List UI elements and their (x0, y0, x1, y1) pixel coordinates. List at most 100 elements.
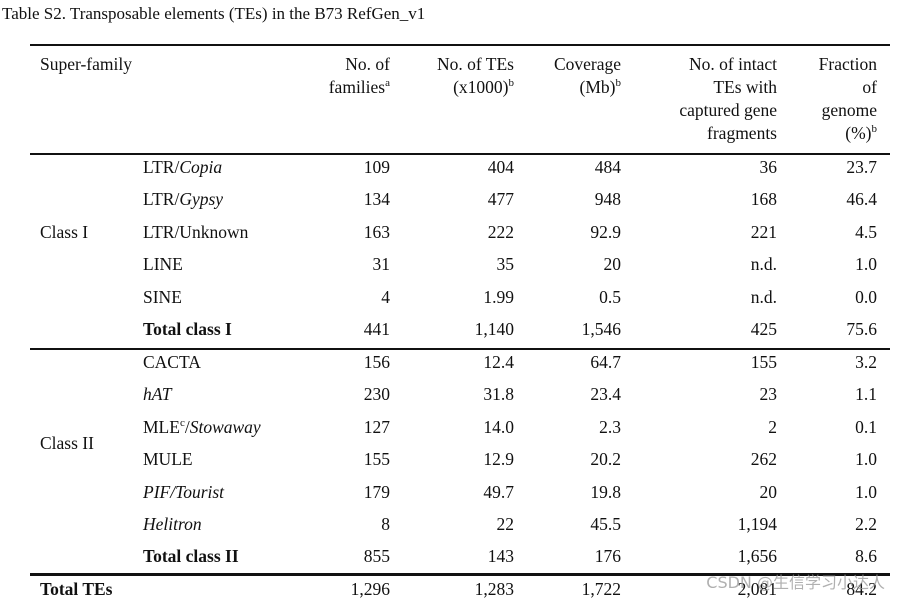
header-line: No. of (345, 54, 390, 74)
header-text: genome (821, 100, 877, 120)
cell: 31 (372, 254, 391, 275)
cell: 1.0 (855, 254, 877, 275)
header-line: (Mb)b (580, 77, 621, 97)
cell: 1,296 (350, 579, 390, 599)
group-rule (30, 348, 890, 350)
cell: 14.0 (483, 416, 514, 437)
cell: 20.2 (590, 449, 621, 470)
label-part: / (184, 416, 190, 437)
row-label: LINE (143, 254, 183, 274)
cell: 19.8 (590, 481, 621, 502)
cell: 1.0 (855, 449, 877, 470)
cell: 2 (768, 416, 777, 437)
row-label: MULE (143, 449, 193, 469)
header-line: No. of intact (689, 54, 777, 74)
cell: 20 (759, 481, 778, 502)
header-text: No. of intact (689, 54, 777, 74)
cell: 156 (363, 352, 390, 372)
cell: 222 (487, 221, 514, 242)
cell: 262 (750, 449, 777, 470)
header-line: of (862, 77, 877, 97)
label-part: LINE (143, 254, 183, 275)
cell: 0.0 (855, 286, 877, 307)
header-line: (x1000)b (453, 77, 514, 97)
header-text: of (862, 77, 877, 97)
row-label: Total class II (143, 546, 239, 566)
header-cell: Super-family (40, 54, 132, 74)
label-part: Gypsy (179, 189, 224, 210)
row-label: PIF/Tourist (143, 482, 224, 502)
header-line: No. of TEs (437, 54, 514, 74)
cell: 0.1 (855, 416, 877, 437)
cell: 92.9 (590, 221, 621, 242)
cell: 179 (363, 481, 390, 502)
cell: 127 (363, 416, 390, 437)
row-label: CACTA (143, 352, 201, 372)
cell: 109 (363, 157, 390, 177)
label-part: MULE (143, 449, 193, 470)
cell: 45.5 (590, 514, 621, 534)
cell: 35 (496, 254, 515, 275)
cell: 4 (381, 286, 390, 307)
cell: 168 (750, 189, 777, 210)
label-part: LTR/ (143, 189, 180, 210)
header-rule (30, 153, 890, 155)
cell: 221 (750, 221, 777, 242)
header-text: No. of TEs (437, 54, 514, 74)
cell: 477 (487, 189, 514, 210)
cell: 0.5 (599, 286, 621, 307)
cell: 143 (487, 546, 514, 567)
cell: 2.3 (599, 416, 621, 437)
cell: 84.2 (846, 579, 877, 599)
cell: 155 (363, 449, 390, 470)
header-line: Fraction (819, 54, 877, 74)
cell: 155 (750, 352, 777, 372)
footnote-mark: a (385, 77, 390, 89)
cell: 1.0 (855, 481, 877, 502)
cell: 2.2 (855, 514, 877, 534)
header-line: Coverage (554, 54, 621, 74)
cell: 4.5 (855, 221, 877, 242)
label-part: c (179, 416, 185, 429)
header-text: families (328, 77, 386, 97)
row-label: Helitron (143, 514, 202, 534)
footnote-mark: b (615, 77, 622, 89)
cell: 855 (363, 546, 390, 567)
cell: n.d. (750, 286, 777, 307)
cell: 230 (363, 384, 390, 405)
cell: 404 (487, 157, 514, 177)
label-part: PIF/Tourist (143, 481, 225, 502)
cell: 20 (603, 254, 622, 275)
label-part: MLE (143, 416, 180, 437)
cell: n.d. (750, 254, 777, 275)
total-rule (30, 573, 890, 576)
cell: 49.7 (483, 481, 514, 502)
cell: 1.99 (483, 286, 514, 307)
header-line: familiesa (329, 77, 390, 97)
watermark: CSDN @生信学习小达人 (706, 573, 885, 592)
cell: 948 (594, 189, 621, 210)
cell: 1.1 (855, 384, 877, 405)
row-label: LTR/Copia (143, 157, 222, 177)
cell: 176 (594, 546, 621, 567)
label-part: Total class II (143, 546, 239, 567)
row-label: SINE (143, 287, 182, 307)
cell: 1,283 (474, 579, 514, 599)
label-part: LTR/Unknown (143, 221, 249, 242)
group-label: Class I (40, 221, 89, 242)
cell: 64.7 (590, 352, 621, 372)
label-part: Total class I (143, 319, 232, 339)
header-text: (Mb) (579, 77, 616, 97)
label-part: LTR/ (143, 157, 180, 177)
cell: 1,656 (737, 546, 777, 567)
header-line: TEs with (713, 77, 777, 97)
header-text: (%) (845, 123, 872, 143)
total-label: Total TEs (40, 579, 113, 599)
footnote-mark: b (508, 77, 515, 89)
cell: 484 (594, 157, 621, 177)
label-part: Copia (179, 157, 223, 177)
cell: 31.8 (483, 384, 514, 405)
cell: 22 (496, 514, 515, 534)
cell: 23.4 (590, 384, 621, 405)
